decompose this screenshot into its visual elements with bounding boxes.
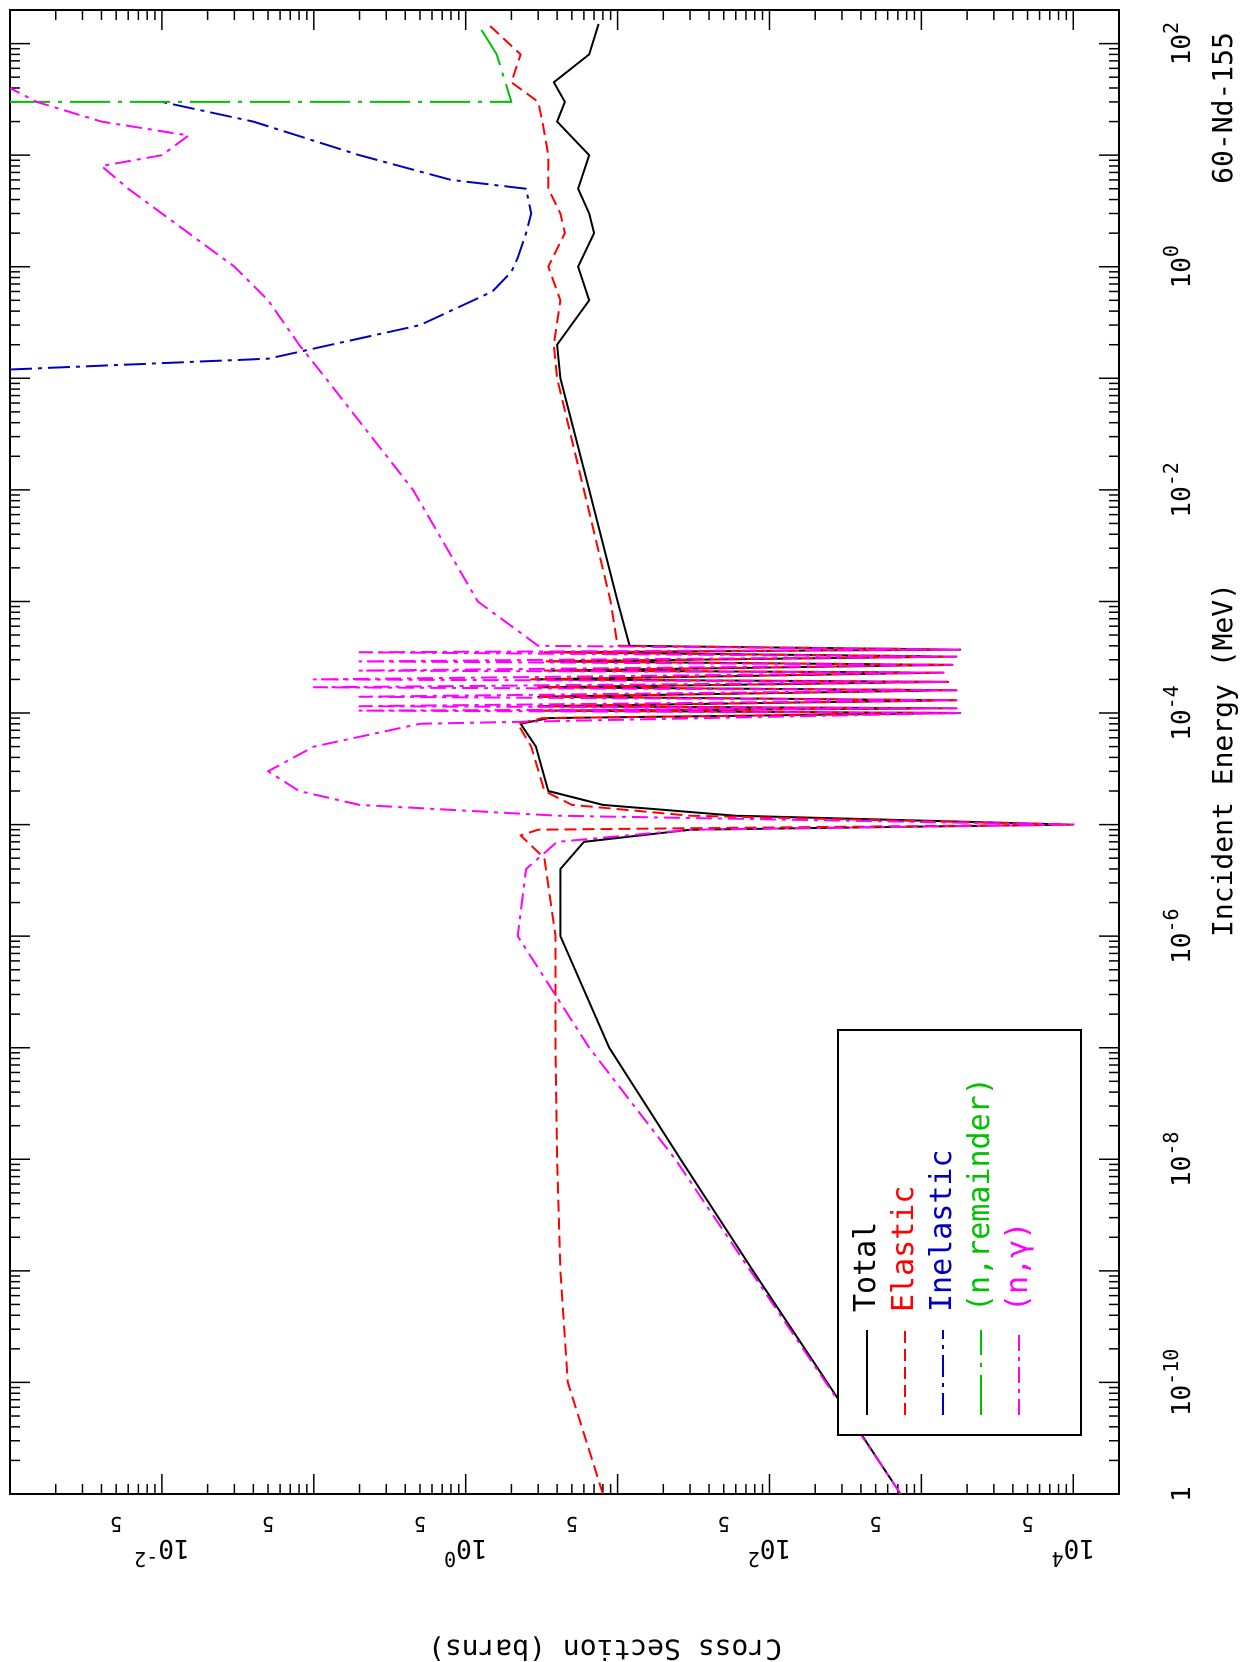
chart-title: 60-Nd-155 xyxy=(1206,32,1239,184)
series-line-1 xyxy=(487,23,1075,1494)
x-tick-label: 1 xyxy=(1167,1486,1197,1502)
y-tick-label: 100 xyxy=(444,1533,487,1571)
tick-labels: 1 10-10 10-8 10-6 10-4 10-2 100 102 104 102 100 10-… xyxy=(110,22,1197,1571)
y-minor-tick-label: 5 xyxy=(718,1512,730,1536)
y-minor-tick-label: 5 xyxy=(566,1512,578,1536)
y-tick-label: 104 xyxy=(1052,1533,1095,1571)
legend-label-1: Elastic xyxy=(886,1186,921,1312)
series-line-3 xyxy=(10,23,513,103)
y-tick-label: 10-2 xyxy=(134,1533,189,1571)
y-tick-label: 102 xyxy=(748,1533,791,1571)
x-axis-label: Incident Energy (MeV) xyxy=(1206,583,1239,937)
x-tick-label: 100 xyxy=(1159,245,1197,288)
plot-frame xyxy=(9,9,1120,1495)
y-axis-label: Cross Section (barns) xyxy=(428,1633,782,1662)
series-line-2 xyxy=(10,100,533,371)
legend-label-2: Inelastic xyxy=(924,1149,959,1312)
legend-box xyxy=(837,1029,1082,1436)
x-tick-label: 102 xyxy=(1159,22,1197,65)
axis-ticks xyxy=(9,9,1120,1495)
x-tick-label: 10-8 xyxy=(1159,1132,1197,1187)
series-layer xyxy=(10,23,1075,1494)
legend: Total Elastic Inelastic (n,remainder) (n,γ) xyxy=(837,1029,1082,1436)
legend-label-0: Total xyxy=(848,1222,883,1312)
y-minor-tick-label: 5 xyxy=(414,1512,426,1536)
legend-label-3: (n,remainder) xyxy=(962,1077,997,1312)
x-tick-label: 10-10 xyxy=(1159,1349,1197,1416)
y-minor-tick-label: 5 xyxy=(110,1512,122,1536)
x-tick-label: 10-6 xyxy=(1159,908,1197,963)
legend-label-4: (n,γ) xyxy=(1000,1222,1035,1312)
x-tick-label: 10-4 xyxy=(1159,685,1197,740)
y-minor-tick-label: 5 xyxy=(870,1512,882,1536)
series-line-4 xyxy=(10,87,1075,1494)
x-tick-label: 10-2 xyxy=(1159,462,1197,517)
y-minor-tick-label: 5 xyxy=(1022,1512,1034,1536)
y-minor-tick-label: 5 xyxy=(262,1512,274,1536)
